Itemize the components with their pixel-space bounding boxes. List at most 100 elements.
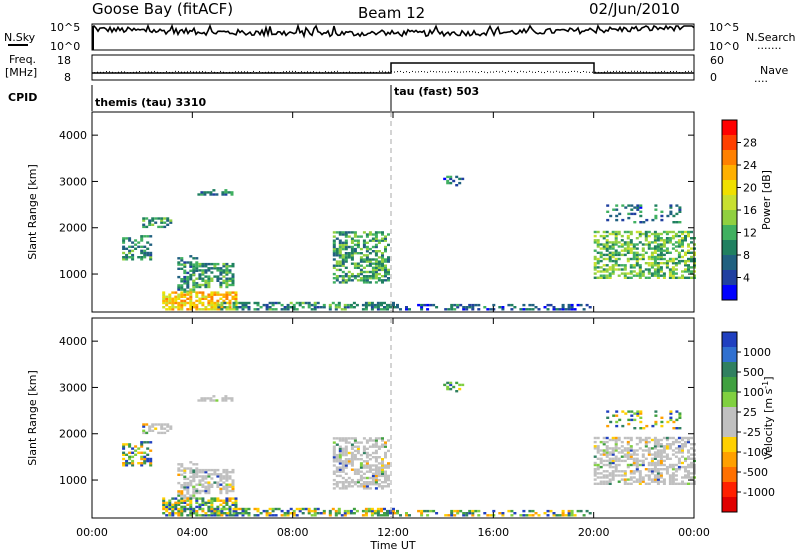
velocity-cell <box>635 459 639 463</box>
power-cell <box>599 243 603 246</box>
velocity-cell <box>371 439 375 442</box>
velocity-cell <box>650 438 654 442</box>
power-cell <box>163 221 167 224</box>
velocity-cell <box>674 468 678 471</box>
power-cell <box>668 239 672 242</box>
power-cell <box>602 268 606 271</box>
power-cell <box>365 270 369 274</box>
velocity-cell <box>225 471 229 474</box>
velocity-cell <box>614 447 618 450</box>
velocity-cell <box>210 499 214 502</box>
power-cell <box>561 306 565 309</box>
power-cell <box>210 295 214 298</box>
power-cell <box>274 308 278 311</box>
power-cell <box>350 256 354 259</box>
velocity-cell <box>186 488 190 491</box>
velocity-cell <box>222 499 226 502</box>
power-cell <box>151 217 155 220</box>
velocity-cell <box>225 487 229 491</box>
velocity-cell <box>313 509 317 513</box>
velocity-cell <box>335 453 339 457</box>
power-cell <box>608 259 612 263</box>
power-cell <box>674 241 678 244</box>
power-cell <box>675 212 679 216</box>
power-cell <box>635 272 639 275</box>
velocity-cell <box>368 445 372 448</box>
power-cell <box>561 308 565 311</box>
velocity-cell <box>593 445 597 448</box>
velocity-cell <box>690 465 693 469</box>
velocity-cell <box>662 482 666 485</box>
velocity-cell <box>635 470 639 473</box>
velocity-cell <box>228 471 232 474</box>
velocity-cell <box>668 465 672 469</box>
velocity-cell <box>659 459 663 463</box>
velocity-cell <box>611 472 615 475</box>
power-cell <box>671 276 675 279</box>
power-cell <box>596 251 600 254</box>
power-cell <box>201 279 205 282</box>
power-cell <box>143 245 147 248</box>
velocity-cell <box>371 468 375 471</box>
power-cell <box>671 237 675 240</box>
power-cell <box>189 301 193 305</box>
velocity-cell <box>636 414 640 417</box>
power-cell <box>356 272 360 276</box>
power-cell <box>593 249 597 252</box>
velocity-cell <box>614 436 618 440</box>
nave-dot <box>610 71 611 73</box>
power-cell <box>608 251 612 254</box>
velocity-cell <box>356 441 360 444</box>
velocity-cell <box>656 449 660 452</box>
velocity-cell <box>207 487 211 491</box>
velocity-cell <box>192 469 196 472</box>
power-cell <box>331 301 335 305</box>
velocity-cell <box>374 464 378 467</box>
power-cell <box>368 231 372 234</box>
power-cell <box>235 308 239 311</box>
velocity-cell <box>207 499 211 502</box>
velocity-cell <box>617 447 621 450</box>
velocity-cell <box>316 507 320 511</box>
velocity-cell <box>462 512 466 515</box>
power-cell <box>125 256 129 259</box>
power-cell <box>225 291 229 294</box>
velocity-cell <box>222 481 226 484</box>
power-cell <box>656 257 660 261</box>
power-cell <box>332 250 336 253</box>
power-cell <box>384 260 387 263</box>
velocity-cell <box>570 512 574 515</box>
velocity-cell <box>198 475 202 478</box>
velocity-cell <box>376 509 380 513</box>
power-cell <box>228 279 232 282</box>
power-cell <box>298 301 302 305</box>
velocity-cell <box>177 494 181 497</box>
velocity-cell <box>684 440 687 444</box>
velocity-cell <box>262 509 266 513</box>
velocity-cell <box>186 503 190 506</box>
power-cell <box>659 249 663 252</box>
velocity-cell <box>140 455 144 459</box>
velocity-cell <box>374 460 378 463</box>
velocity-cell <box>653 445 657 448</box>
velocity-cell <box>192 463 196 466</box>
velocity-cell <box>626 436 630 440</box>
power-cell <box>647 234 651 238</box>
velocity-cell <box>192 512 196 515</box>
power-cell <box>644 276 648 279</box>
velocity-cell <box>641 459 645 463</box>
nave-dot <box>118 71 119 73</box>
velocity-cell <box>674 478 678 481</box>
power-cell <box>650 257 654 261</box>
velocity-cell <box>429 509 433 513</box>
power-cell <box>450 308 454 311</box>
power-cell <box>677 276 681 279</box>
power-cell <box>341 281 345 284</box>
velocity-cell <box>201 509 205 513</box>
velocity-cell <box>332 472 336 475</box>
x-tick-label: 00:00 <box>76 526 108 539</box>
velocity-cell <box>611 470 615 473</box>
velocity-cell <box>690 436 693 440</box>
power-cell <box>213 306 217 309</box>
power-cell <box>465 308 469 311</box>
